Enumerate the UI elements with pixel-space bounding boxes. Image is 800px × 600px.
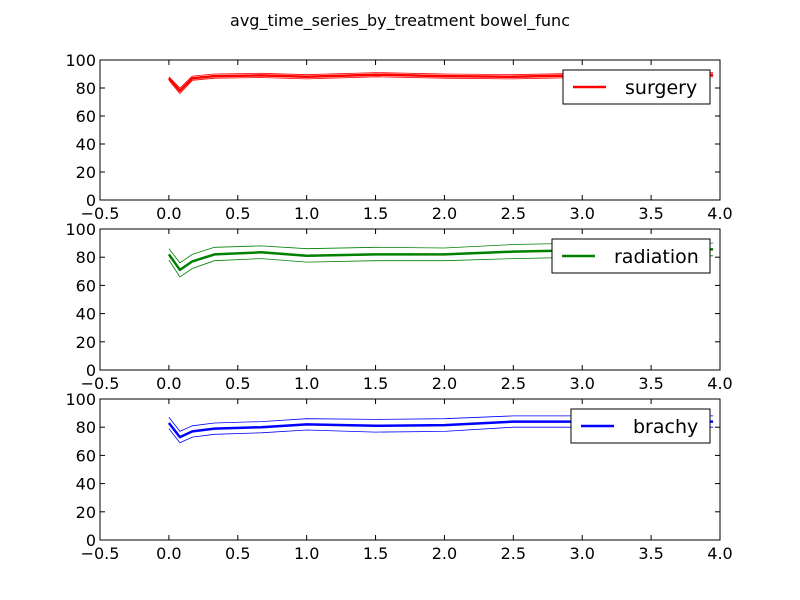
x-tick-label: −0.5	[81, 374, 120, 393]
subplot-1: −0.5 0.0 0.5 1.0 1.5 2.0 2.5 3.0 3.5 4.0 0 20 40 60 80…	[65, 51, 732, 223]
y-tick-label: 100	[65, 51, 96, 70]
x-tick-label: 0.0	[156, 374, 181, 393]
legend-label-radiation: radiation	[614, 246, 699, 268]
x-tick-label: −0.5	[81, 544, 120, 563]
y-tick-label: 20	[76, 163, 96, 182]
y-tick-label: 20	[76, 503, 96, 522]
axes-container: −0.5 0.0 0.5 1.0 1.5 2.0 2.5 3.0 3.5 4.0 0 20 40 60 80…	[65, 51, 732, 563]
y-tick-label: 60	[76, 107, 96, 126]
y-tick-label: 100	[65, 390, 96, 409]
x-tick-label: 2.0	[432, 544, 457, 563]
x-tick-label: 0.0	[156, 204, 181, 223]
x-tick-label: 3.5	[638, 544, 663, 563]
x-tick-label: 4.0	[707, 204, 732, 223]
y-tick-label: 80	[76, 418, 96, 437]
axes-frame	[99, 228, 721, 371]
x-tick-label: 3.0	[569, 544, 594, 563]
x-tick-label: 0.5	[225, 374, 250, 393]
x-tick-label: 4.0	[707, 374, 732, 393]
x-tick-label: 2.0	[432, 374, 457, 393]
legend: brachy	[570, 408, 711, 444]
y-tick-label: 0	[86, 531, 96, 550]
x-tick-label: 3.0	[569, 204, 594, 223]
x-tick-label: 0.5	[225, 544, 250, 563]
y-tick-label: 0	[86, 361, 96, 380]
axes-frame	[99, 59, 721, 201]
x-tick-label: −0.5	[81, 204, 120, 223]
subplot-3: −0.5 0.0 0.5 1.0 1.5 2.0 2.5 3.0 3.5 4.0 0 20 40 60 80…	[65, 390, 732, 563]
y-tick-label: 0	[86, 191, 96, 210]
subplot-2: −0.5 0.0 0.5 1.0 1.5 2.0 2.5 3.0 3.5 4.0 0 20 40 60 80…	[65, 220, 732, 393]
x-tick-label: 1.5	[363, 374, 388, 393]
y-tick-label: 20	[76, 333, 96, 352]
x-tick-label: 3.5	[638, 204, 663, 223]
y-tick-label: 40	[76, 475, 96, 494]
legend: radiation	[551, 238, 711, 274]
legend-label-surgery: surgery	[625, 77, 697, 99]
x-tick-label: 2.5	[501, 544, 526, 563]
figure-title: avg_time_series_by_treatment bowel_func	[230, 11, 570, 31]
y-tick-label: 60	[76, 446, 96, 465]
x-tick-label: 2.5	[501, 374, 526, 393]
y-tick-label: 60	[76, 276, 96, 295]
x-tick-label: 2.5	[501, 204, 526, 223]
y-tick-label: 40	[76, 305, 96, 324]
x-tick-label: 0.5	[225, 204, 250, 223]
y-tick-label: 80	[76, 248, 96, 267]
x-tick-label: 1.0	[294, 374, 319, 393]
legend-label-brachy: brachy	[633, 416, 698, 438]
x-tick-label: 0.0	[156, 544, 181, 563]
x-tick-label: 1.0	[294, 204, 319, 223]
x-tick-label: 4.0	[707, 544, 732, 563]
x-tick-label: 2.0	[432, 204, 457, 223]
y-tick-label: 100	[65, 220, 96, 239]
axes-frame	[99, 398, 721, 541]
x-tick-label: 1.5	[363, 544, 388, 563]
x-tick-label: 1.5	[363, 204, 388, 223]
x-tick-label: 3.5	[638, 374, 663, 393]
x-tick-label: 1.0	[294, 544, 319, 563]
x-tick-label: 3.0	[569, 374, 594, 393]
legend: surgery	[562, 69, 711, 105]
y-tick-label: 40	[76, 135, 96, 154]
y-tick-label: 80	[76, 79, 96, 98]
